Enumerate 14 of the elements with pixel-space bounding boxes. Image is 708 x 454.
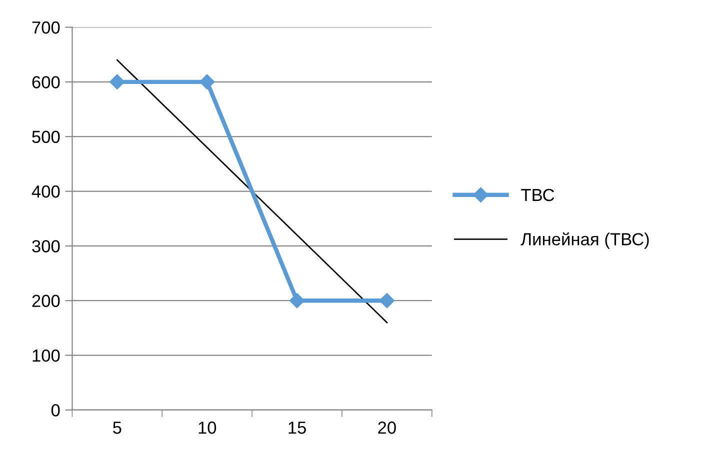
y-tick-label: 500 [32,130,60,144]
y-tick-label: 300 [32,240,60,252]
x-tick-label: 15 [288,422,306,434]
y-tick-label: 200 [32,294,60,308]
y-tick-label: 400 [32,185,60,198]
y-tick-label: 700 [32,21,60,34]
y-tick-label: 600 [32,76,60,88]
x-tick-label: 10 [198,422,216,434]
y-tick-label: 100 [32,349,60,362]
legend-label: Линейная (ТВС) [520,232,649,249]
legend-label: ТВС [521,188,554,202]
x-tick-label: 20 [378,422,396,434]
x-tick-label: 5 [113,422,122,434]
y-tick-label: 0 [51,404,60,416]
